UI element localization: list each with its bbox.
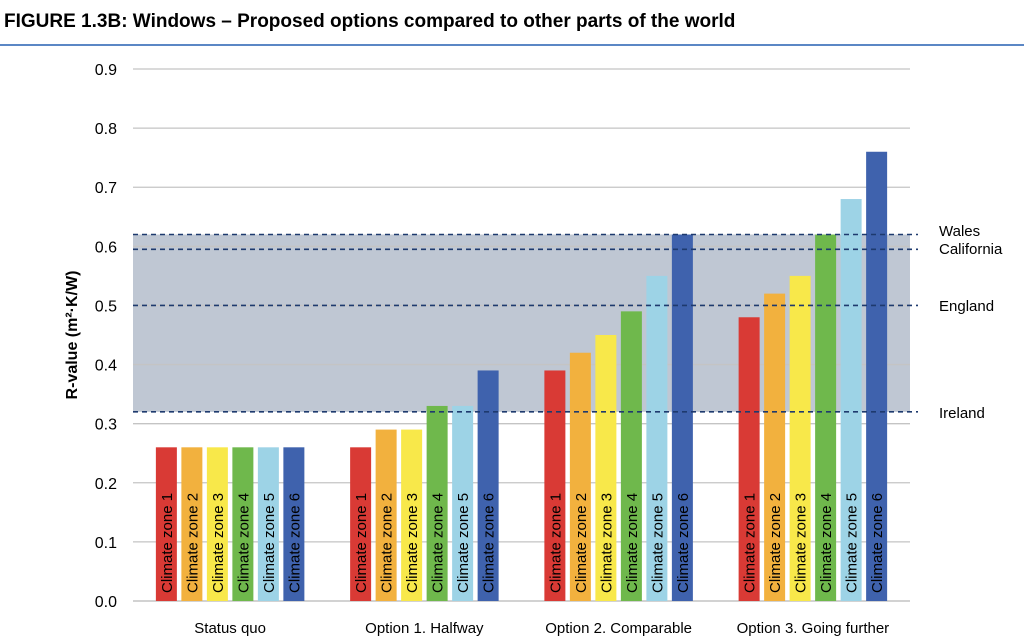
bar-label: Climate zone 6 <box>869 493 886 593</box>
bar-label: Climate zone 6 <box>286 493 303 593</box>
bar-climate-zone-4 <box>815 234 837 601</box>
reference-line-label: California <box>939 241 1003 258</box>
bar-label: Climate zone 5 <box>844 493 861 593</box>
bar-label: Climate zone 3 <box>793 493 810 593</box>
reference-line-label: Ireland <box>939 405 985 422</box>
title-underline <box>0 44 1024 46</box>
bar-label: Climate zone 5 <box>261 493 278 593</box>
figure-title: FIGURE 1.3B: Windows – Proposed options … <box>4 11 736 32</box>
bar-climate-zone-5 <box>257 447 279 601</box>
reference-line-label: England <box>939 298 994 315</box>
bar-label: Climate zone 5 <box>649 493 666 593</box>
bar-climate-zone-3 <box>789 275 811 601</box>
bar-climate-zone-3 <box>206 447 228 601</box>
bar-label: Climate zone 4 <box>430 493 447 593</box>
y-tick-label: 0.7 <box>95 180 117 197</box>
bar-label: Climate zone 2 <box>379 493 396 593</box>
bar-climate-zone-6 <box>477 370 499 601</box>
bar-climate-zone-1 <box>155 447 177 601</box>
bar-label: Climate zone 5 <box>455 493 472 593</box>
bar-label: Climate zone 2 <box>573 493 590 593</box>
bar-climate-zone-1 <box>544 370 566 601</box>
bar-label: Climate zone 2 <box>767 493 784 593</box>
bar-climate-zone-2 <box>375 429 397 601</box>
bar-climate-zone-4 <box>620 311 642 601</box>
bar-climate-zone-2 <box>569 352 591 601</box>
y-tick-label: 0.3 <box>95 417 117 434</box>
bar-climate-zone-5 <box>646 275 668 601</box>
bar-climate-zone-1 <box>350 447 372 601</box>
x-category-label: Option 3. Going further <box>737 620 890 637</box>
bar-label: Climate zone 2 <box>184 493 201 593</box>
y-tick-label: 0.0 <box>95 594 117 611</box>
bar-climate-zone-4 <box>232 447 254 601</box>
bar-climate-zone-5 <box>452 405 474 601</box>
y-tick-label: 0.2 <box>95 476 117 493</box>
bar-label: Climate zone 6 <box>481 493 498 593</box>
bar-label: Climate zone 3 <box>210 493 227 593</box>
bar-label: Climate zone 6 <box>675 493 692 593</box>
bar-label: Climate zone 4 <box>235 493 252 593</box>
bar-climate-zone-5 <box>840 199 862 602</box>
bar-label: Climate zone 4 <box>624 493 641 593</box>
bar-climate-zone-6 <box>671 234 693 601</box>
x-category-label: Status quo <box>194 620 266 637</box>
bar-label: Climate zone 1 <box>353 493 370 593</box>
bar-climate-zone-3 <box>595 335 617 601</box>
y-tick-label: 0.1 <box>95 535 117 552</box>
y-tick-label: 0.9 <box>95 62 117 79</box>
bar-label: Climate zone 1 <box>742 493 759 593</box>
x-category-label: Option 2. Comparable <box>545 620 692 637</box>
bar-label: Climate zone 1 <box>547 493 564 593</box>
y-tick-label: 0.6 <box>95 239 117 256</box>
y-tick-label: 0.8 <box>95 121 117 138</box>
y-tick-label: 0.5 <box>95 298 117 315</box>
bar-climate-zone-4 <box>426 405 448 601</box>
bar-label: Climate zone 3 <box>598 493 615 593</box>
bar-label: Climate zone 3 <box>404 493 421 593</box>
bar-climate-zone-6 <box>866 151 888 601</box>
bar-climate-zone-3 <box>401 429 423 601</box>
y-axis-label: R-value (m²·K/W) <box>64 271 81 400</box>
y-tick-label: 0.4 <box>95 358 117 375</box>
bar-climate-zone-2 <box>181 447 203 601</box>
bar-climate-zone-6 <box>283 447 305 601</box>
bar-climate-zone-2 <box>764 293 786 601</box>
bar-label: Climate zone 1 <box>159 493 176 593</box>
bar-label: Climate zone 4 <box>818 493 835 593</box>
reference-line-label: Wales <box>939 223 980 240</box>
bar-climate-zone-1 <box>738 317 760 601</box>
x-category-label: Option 1. Halfway <box>365 620 484 637</box>
